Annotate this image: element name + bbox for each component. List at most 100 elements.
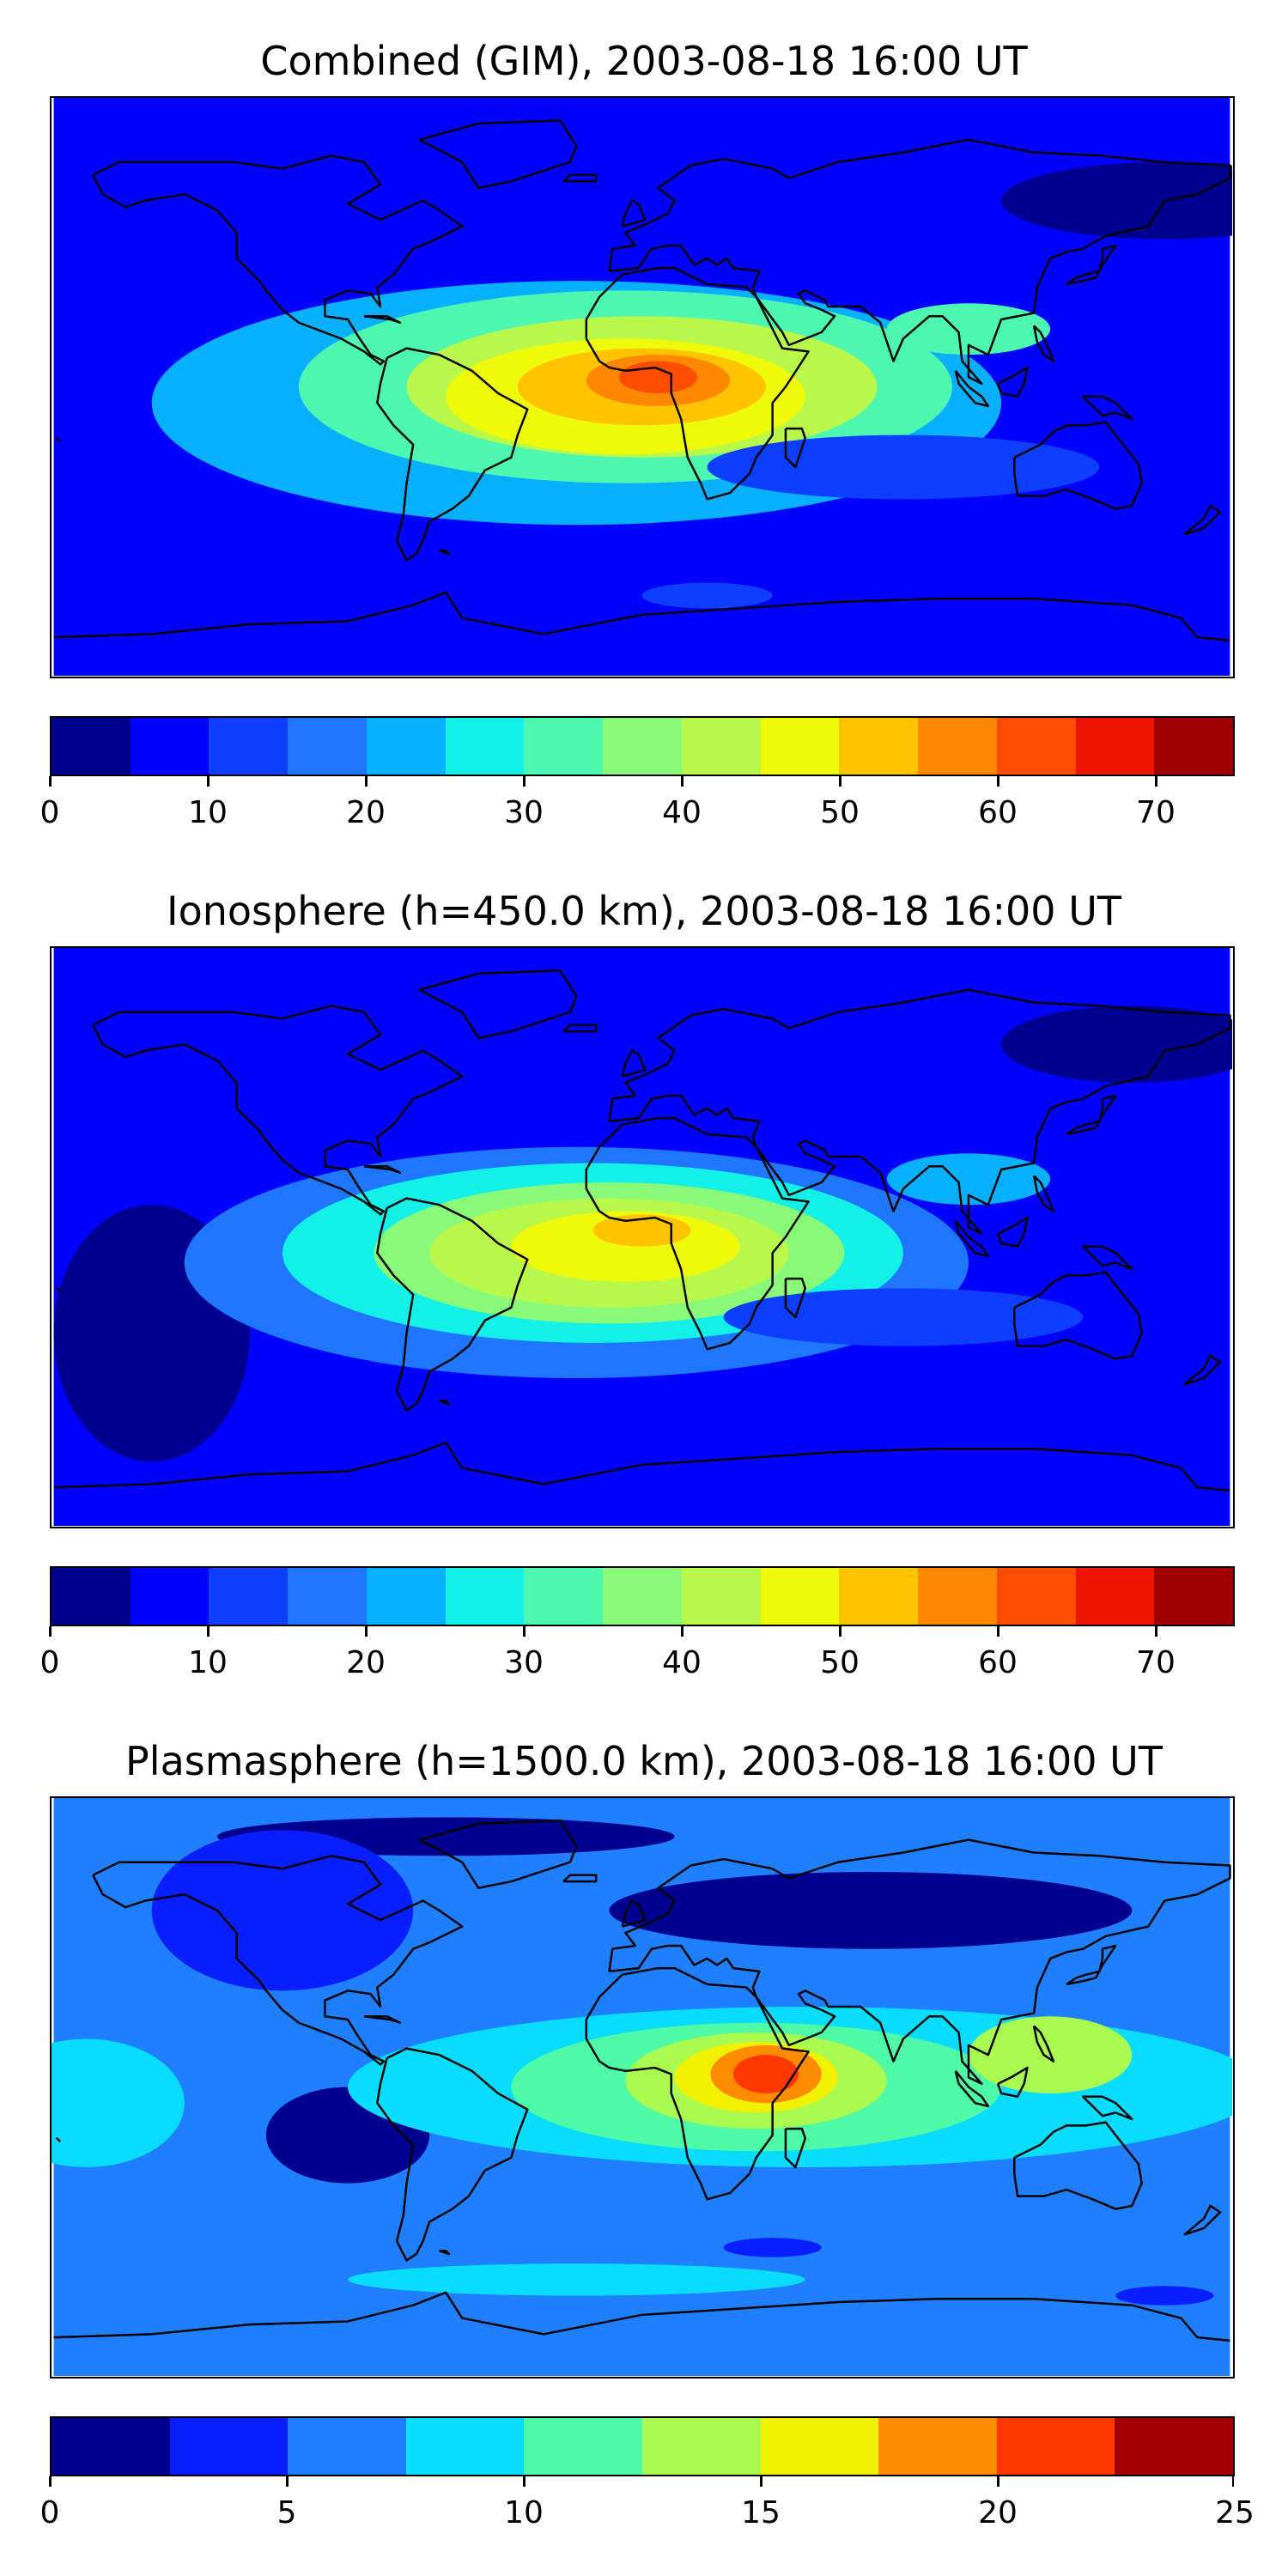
colorbar-segment [524,2418,642,2475]
colorbar-segment [760,1568,840,1625]
colorbar-ticks-combined: 0 10 20 30 40 50 60 70 [40,776,1235,830]
panel-title-plasmasphere: Plasmasphere (h=1500.0 km), 2003-08-18 1… [125,1738,1163,1784]
contour-region [151,1830,414,1991]
colorbar-tick [286,2476,289,2487]
colorbar-segment [603,1568,682,1625]
colorbar-segment [603,718,682,775]
coastline [53,591,1230,642]
contour-region [1001,1005,1232,1084]
coastline [1183,504,1222,536]
panel-title-ionosphere: Ionosphere (h=450.0 km), 2003-08-18 16:0… [167,888,1121,934]
colorbar-segment [996,2418,1115,2475]
colorbar-segment [839,718,919,775]
coastline [418,969,578,1039]
map-combined [50,96,1235,678]
contour-region [618,361,698,393]
colorbar-segment [405,2418,525,2475]
coastline [56,437,62,442]
coastline [376,2047,529,2262]
colorbar-ticks-ionosphere: 0 10 20 30 40 50 60 70 [40,1626,1235,1680]
colorbar-segment [52,1568,131,1625]
coastline [1183,2204,1222,2236]
colorbar-tick [523,776,526,787]
colorbar-tick [1155,1626,1157,1637]
coastline [1066,1944,1117,1986]
colorbar-tick-label: 70 [1136,1645,1176,1680]
coastline [56,1287,62,1292]
colorbar-segment [760,2418,879,2475]
map-plasmasphere [50,1796,1235,2379]
coastline [562,1874,598,1883]
map-ionosphere [50,946,1235,1528]
coastline [439,1399,451,1406]
colorbar-segment [1115,2418,1233,2475]
colorbar-tick [760,2476,762,2487]
colorbar-segment [996,1568,1076,1625]
coastline [92,1005,464,1216]
colorbar-segment [130,718,210,775]
coastline [53,2291,1230,2342]
colorbar-segment [169,2418,289,2475]
coastline [1081,2095,1133,2121]
coastline [997,1216,1029,1248]
coastline [418,1819,578,1889]
coastline [621,1899,647,1928]
colorbar-tick [523,1626,526,1637]
colorbar-tick [1155,776,1157,787]
colorbar-segment [288,2418,406,2475]
colorbar-segment [681,718,761,775]
colorbar-tick-label: 10 [504,2495,544,2530]
coastline [954,1220,990,1258]
colorbar-segment [1075,718,1155,775]
colorbar-segment [366,1568,446,1625]
colorbar-segment [52,718,131,775]
colorbar-tick-label: 20 [346,795,386,830]
colorbar-segment [445,718,525,775]
coastline [1013,1271,1143,1360]
contour-region [1001,161,1232,240]
coastline [954,370,990,408]
colorbar-ticks-plasmasphere: 0 5 10 15 20 25 [40,2476,1255,2530]
coastline [997,366,1029,398]
coastline [1081,1245,1133,1271]
map-svg-plasmasphere [52,1798,1232,2376]
colorbar-segment [288,718,367,775]
colorbar-tick-label: 50 [820,1645,860,1680]
colorbar-tick-label: 20 [346,1645,386,1680]
colorbar-tick [997,776,999,787]
colorbar-tick [997,1626,999,1637]
colorbar-tick-label: 10 [188,795,228,830]
colorbar-tick-label: 0 [39,1645,60,1680]
colorbar-tick [49,776,52,787]
contour-region [609,1871,1133,1949]
coastline [1013,2121,1143,2210]
coastline [954,2070,990,2108]
contour-region [723,1288,1084,1346]
colorbar-tick-label: 5 [276,2495,297,2530]
coastline [585,1116,810,1351]
colorbar-tick-label: 20 [978,2495,1018,2530]
colorbar-segment [760,718,840,775]
panel-title-combined: Combined (GIM), 2003-08-18 16:00 UT [260,38,1028,84]
colorbar-tick-label: 0 [39,2495,60,2530]
coastline [621,199,647,228]
coastline [1066,1094,1117,1136]
colorbar-segment [288,1568,367,1625]
colorbar-tick-label: 0 [39,795,60,830]
coastline [608,1838,1231,2085]
coastline [784,2127,807,2169]
coastline [363,314,402,324]
coastline [1013,421,1143,510]
contour-region [707,434,1100,500]
coastline [784,427,807,469]
contour-region [733,2055,799,2093]
colorbar-tick-label: 10 [188,1645,228,1680]
colorbar-segment [209,1568,289,1625]
coastline [1066,244,1117,286]
colorbar-segment [839,1568,919,1625]
coastline [585,266,810,501]
colorbar-tick-label: 60 [978,1645,1018,1680]
coastline [53,1441,1230,1492]
colorbar-tick [1231,2476,1234,2487]
coastline [376,347,529,562]
